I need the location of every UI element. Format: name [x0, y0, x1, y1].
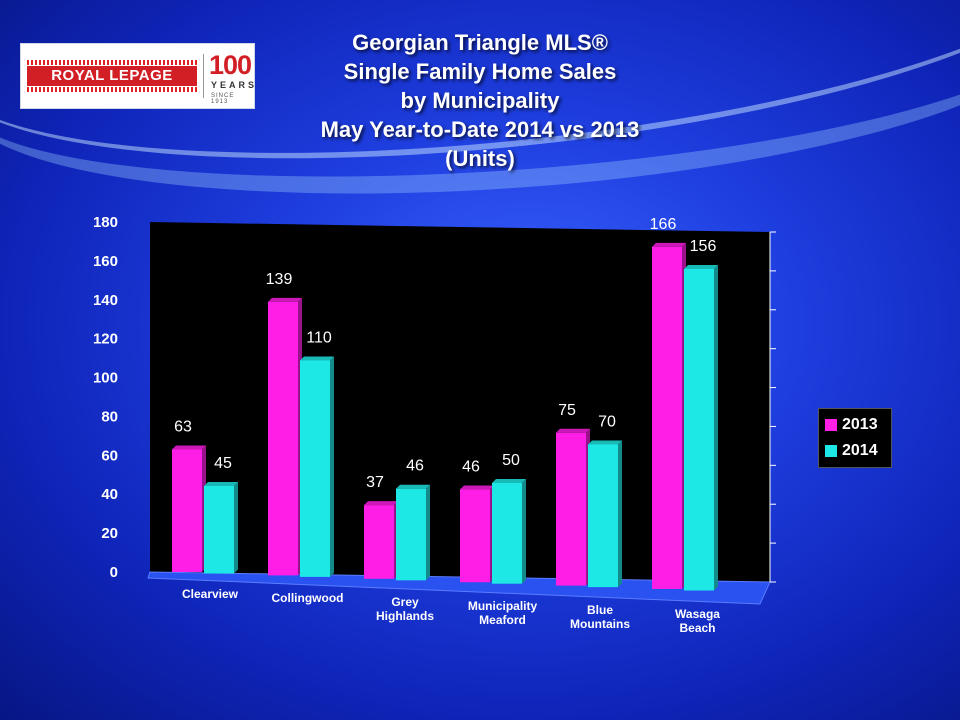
- data-label-2013-0: 63: [174, 419, 192, 436]
- y-tick-label: 180: [93, 214, 118, 231]
- bar-side-2014-2: [426, 484, 430, 581]
- logo-years-text: YEARS: [211, 80, 258, 90]
- bar-2014-2: [396, 488, 426, 581]
- data-label-2014-4: 70: [598, 413, 616, 430]
- x-category-label: Beach: [679, 621, 715, 635]
- bar-top-2013-1: [268, 297, 302, 302]
- bar-2013-3: [460, 489, 490, 583]
- data-label-2013-5: 166: [650, 216, 677, 233]
- x-category-label: Grey: [391, 595, 419, 609]
- y-tick-label: 40: [101, 486, 118, 503]
- title-line-5: (Units): [445, 146, 515, 171]
- logo-since-text: SINCE 1913: [211, 93, 235, 105]
- x-category-label: Wasaga: [675, 607, 720, 621]
- bar-top-2013-4: [556, 428, 590, 433]
- x-category-label: Mountains: [570, 617, 630, 631]
- data-label-2014-1: 110: [306, 329, 332, 346]
- data-label-2014-2: 46: [406, 458, 424, 475]
- bar-top-2014-3: [492, 478, 526, 483]
- bar-2014-1: [300, 360, 330, 577]
- bar-top-2013-3: [460, 485, 494, 490]
- y-tick-label: 100: [93, 370, 118, 387]
- data-label-2013-3: 46: [462, 459, 480, 476]
- data-label-2014-3: 50: [502, 452, 520, 469]
- y-tick-label: 140: [93, 292, 118, 309]
- title-line-1: Georgian Triangle MLS®: [352, 30, 608, 55]
- bar-top-2013-0: [172, 445, 206, 450]
- bar-2013-2: [364, 505, 394, 579]
- bar-top-2014-0: [204, 482, 238, 486]
- bar-side-2014-0: [234, 482, 238, 574]
- logo-100-text: 100: [209, 50, 252, 80]
- bar-side-2014-1: [330, 356, 334, 577]
- y-tick-label: 20: [101, 525, 118, 542]
- bar-top-2014-1: [300, 356, 334, 361]
- data-label-2013-4: 75: [558, 402, 576, 419]
- bar-side-2014-3: [522, 478, 526, 584]
- legend-label-2013: 2013: [842, 416, 878, 433]
- data-label-2013-1: 139: [266, 271, 293, 288]
- bar-2014-4: [588, 444, 618, 588]
- legend-item-2013: 2013: [825, 415, 878, 435]
- title-line-4: May Year-to-Date 2014 vs 2013: [320, 117, 640, 142]
- bar-2013-0: [172, 449, 202, 572]
- bar-2013-1: [268, 301, 298, 576]
- bar-top-2014-2: [396, 484, 430, 489]
- bar-top-2013-5: [652, 242, 686, 247]
- title-line-3: by Municipality: [400, 88, 560, 113]
- x-category-label: Highlands: [376, 609, 434, 623]
- x-category-label: Meaford: [479, 613, 526, 627]
- data-label-2013-2: 37: [366, 474, 384, 491]
- x-category-label: Blue: [587, 603, 613, 617]
- x-category-label: Municipality: [468, 599, 538, 613]
- legend-item-2014: 2014: [825, 441, 878, 461]
- bar-side-2014-5: [714, 264, 718, 591]
- y-tick-label: 60: [101, 447, 118, 464]
- data-label-2014-5: 156: [690, 238, 717, 255]
- y-tick-label: 0: [110, 564, 118, 581]
- bar-2013-5: [652, 246, 682, 589]
- royal-lepage-logo: ROYAL LEPAGE 100 YEARS SINCE 1913: [20, 43, 255, 109]
- y-tick-label: 80: [101, 408, 118, 425]
- x-category-label: Clearview: [182, 587, 239, 601]
- y-tick-label: 160: [93, 253, 118, 270]
- x-category-label: Collingwood: [272, 591, 344, 605]
- legend-swatch-2013: [825, 419, 837, 431]
- bar-2014-0: [204, 486, 234, 574]
- legend-label-2014: 2014: [842, 442, 878, 459]
- chart-legend: 2013 2014: [818, 408, 892, 468]
- bar-top-2014-4: [588, 440, 622, 445]
- legend-swatch-2014: [825, 445, 837, 457]
- data-label-2014-0: 45: [214, 455, 232, 472]
- bar-2014-5: [684, 268, 714, 591]
- bar-side-2014-4: [618, 440, 622, 588]
- y-tick-label: 120: [93, 331, 118, 348]
- bar-2014-3: [492, 482, 522, 584]
- bar-top-2014-5: [684, 264, 718, 269]
- bar-top-2013-2: [364, 501, 398, 506]
- logo-brand-text: ROYAL LEPAGE: [27, 66, 197, 86]
- title-line-2: Single Family Home Sales: [343, 59, 617, 84]
- chart-title: Georgian Triangle MLS® Single Family Hom…: [270, 28, 690, 173]
- bar-2013-4: [556, 432, 586, 586]
